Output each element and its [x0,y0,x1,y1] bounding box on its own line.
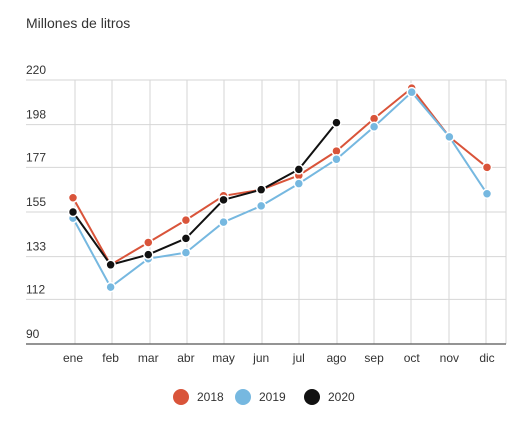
y-tick-label: 155 [26,195,46,209]
data-point[interactable] [67,192,79,204]
data-point[interactable] [67,206,79,218]
x-tick-label: nov [440,351,459,365]
x-tick-label: mar [138,351,159,365]
legend-marker [304,389,320,405]
data-point[interactable] [218,216,229,228]
series-line-2019 [72,91,488,289]
data-point[interactable] [293,178,305,189]
data-point[interactable] [180,247,192,258]
legend-marker [173,389,189,405]
data-point[interactable] [105,281,116,293]
data-point[interactable] [368,121,380,132]
x-tick-label: ene [63,351,83,365]
data-point[interactable] [331,117,342,128]
x-tick-label: abr [177,351,194,365]
x-tick-label: ago [326,351,346,365]
legend-label: 2019 [259,390,286,404]
x-tick-label: feb [102,351,119,365]
legend-item-2018[interactable]: 2018 [173,389,224,405]
data-point[interactable] [143,237,154,248]
x-tick-label: may [212,351,235,365]
data-point[interactable] [293,164,305,175]
legend-label: 2018 [197,390,224,404]
data-point[interactable] [105,259,116,271]
legend-item-2020[interactable]: 2020 [304,389,355,405]
data-point[interactable] [218,194,229,206]
legend: 2018 2019 2020 [173,389,355,405]
data-point[interactable] [180,214,192,226]
series-line-2020 [72,121,338,266]
y-axis-ticks: 220 198 177 155 133 112 90 [26,63,46,341]
y-tick-label: 112 [26,282,45,296]
chart-title: Millones de litros [26,15,130,31]
y-tick-label: 90 [26,327,40,341]
series-lines [67,82,493,293]
data-point[interactable] [255,184,267,195]
data-point[interactable] [481,162,493,173]
x-tick-label: oct [404,351,421,365]
legend-item-2019[interactable]: 2019 [235,389,286,405]
grid [26,79,507,345]
series-2019 [67,86,493,293]
x-axis-ticks: ene feb mar abr may jun jul ago sep oct nov dic [63,351,495,365]
x-tick-label: dic [479,351,494,365]
y-tick-label: 220 [26,63,46,77]
x-tick-label: sep [364,351,384,365]
y-tick-label: 198 [26,108,46,122]
y-tick-label: 133 [26,240,46,254]
y-tick-label: 177 [26,150,46,164]
data-point[interactable] [255,200,267,212]
data-point[interactable] [406,86,417,98]
x-tick-label: jul [292,351,305,365]
legend-label: 2020 [328,390,355,404]
data-point[interactable] [444,131,455,143]
data-point[interactable] [481,188,493,199]
data-point[interactable] [143,249,154,260]
data-point[interactable] [331,153,342,165]
legend-marker [235,389,251,405]
series-line-2018 [72,87,488,266]
series-2020 [67,117,342,271]
x-tick-label: jun [252,351,269,365]
data-point[interactable] [180,233,192,244]
